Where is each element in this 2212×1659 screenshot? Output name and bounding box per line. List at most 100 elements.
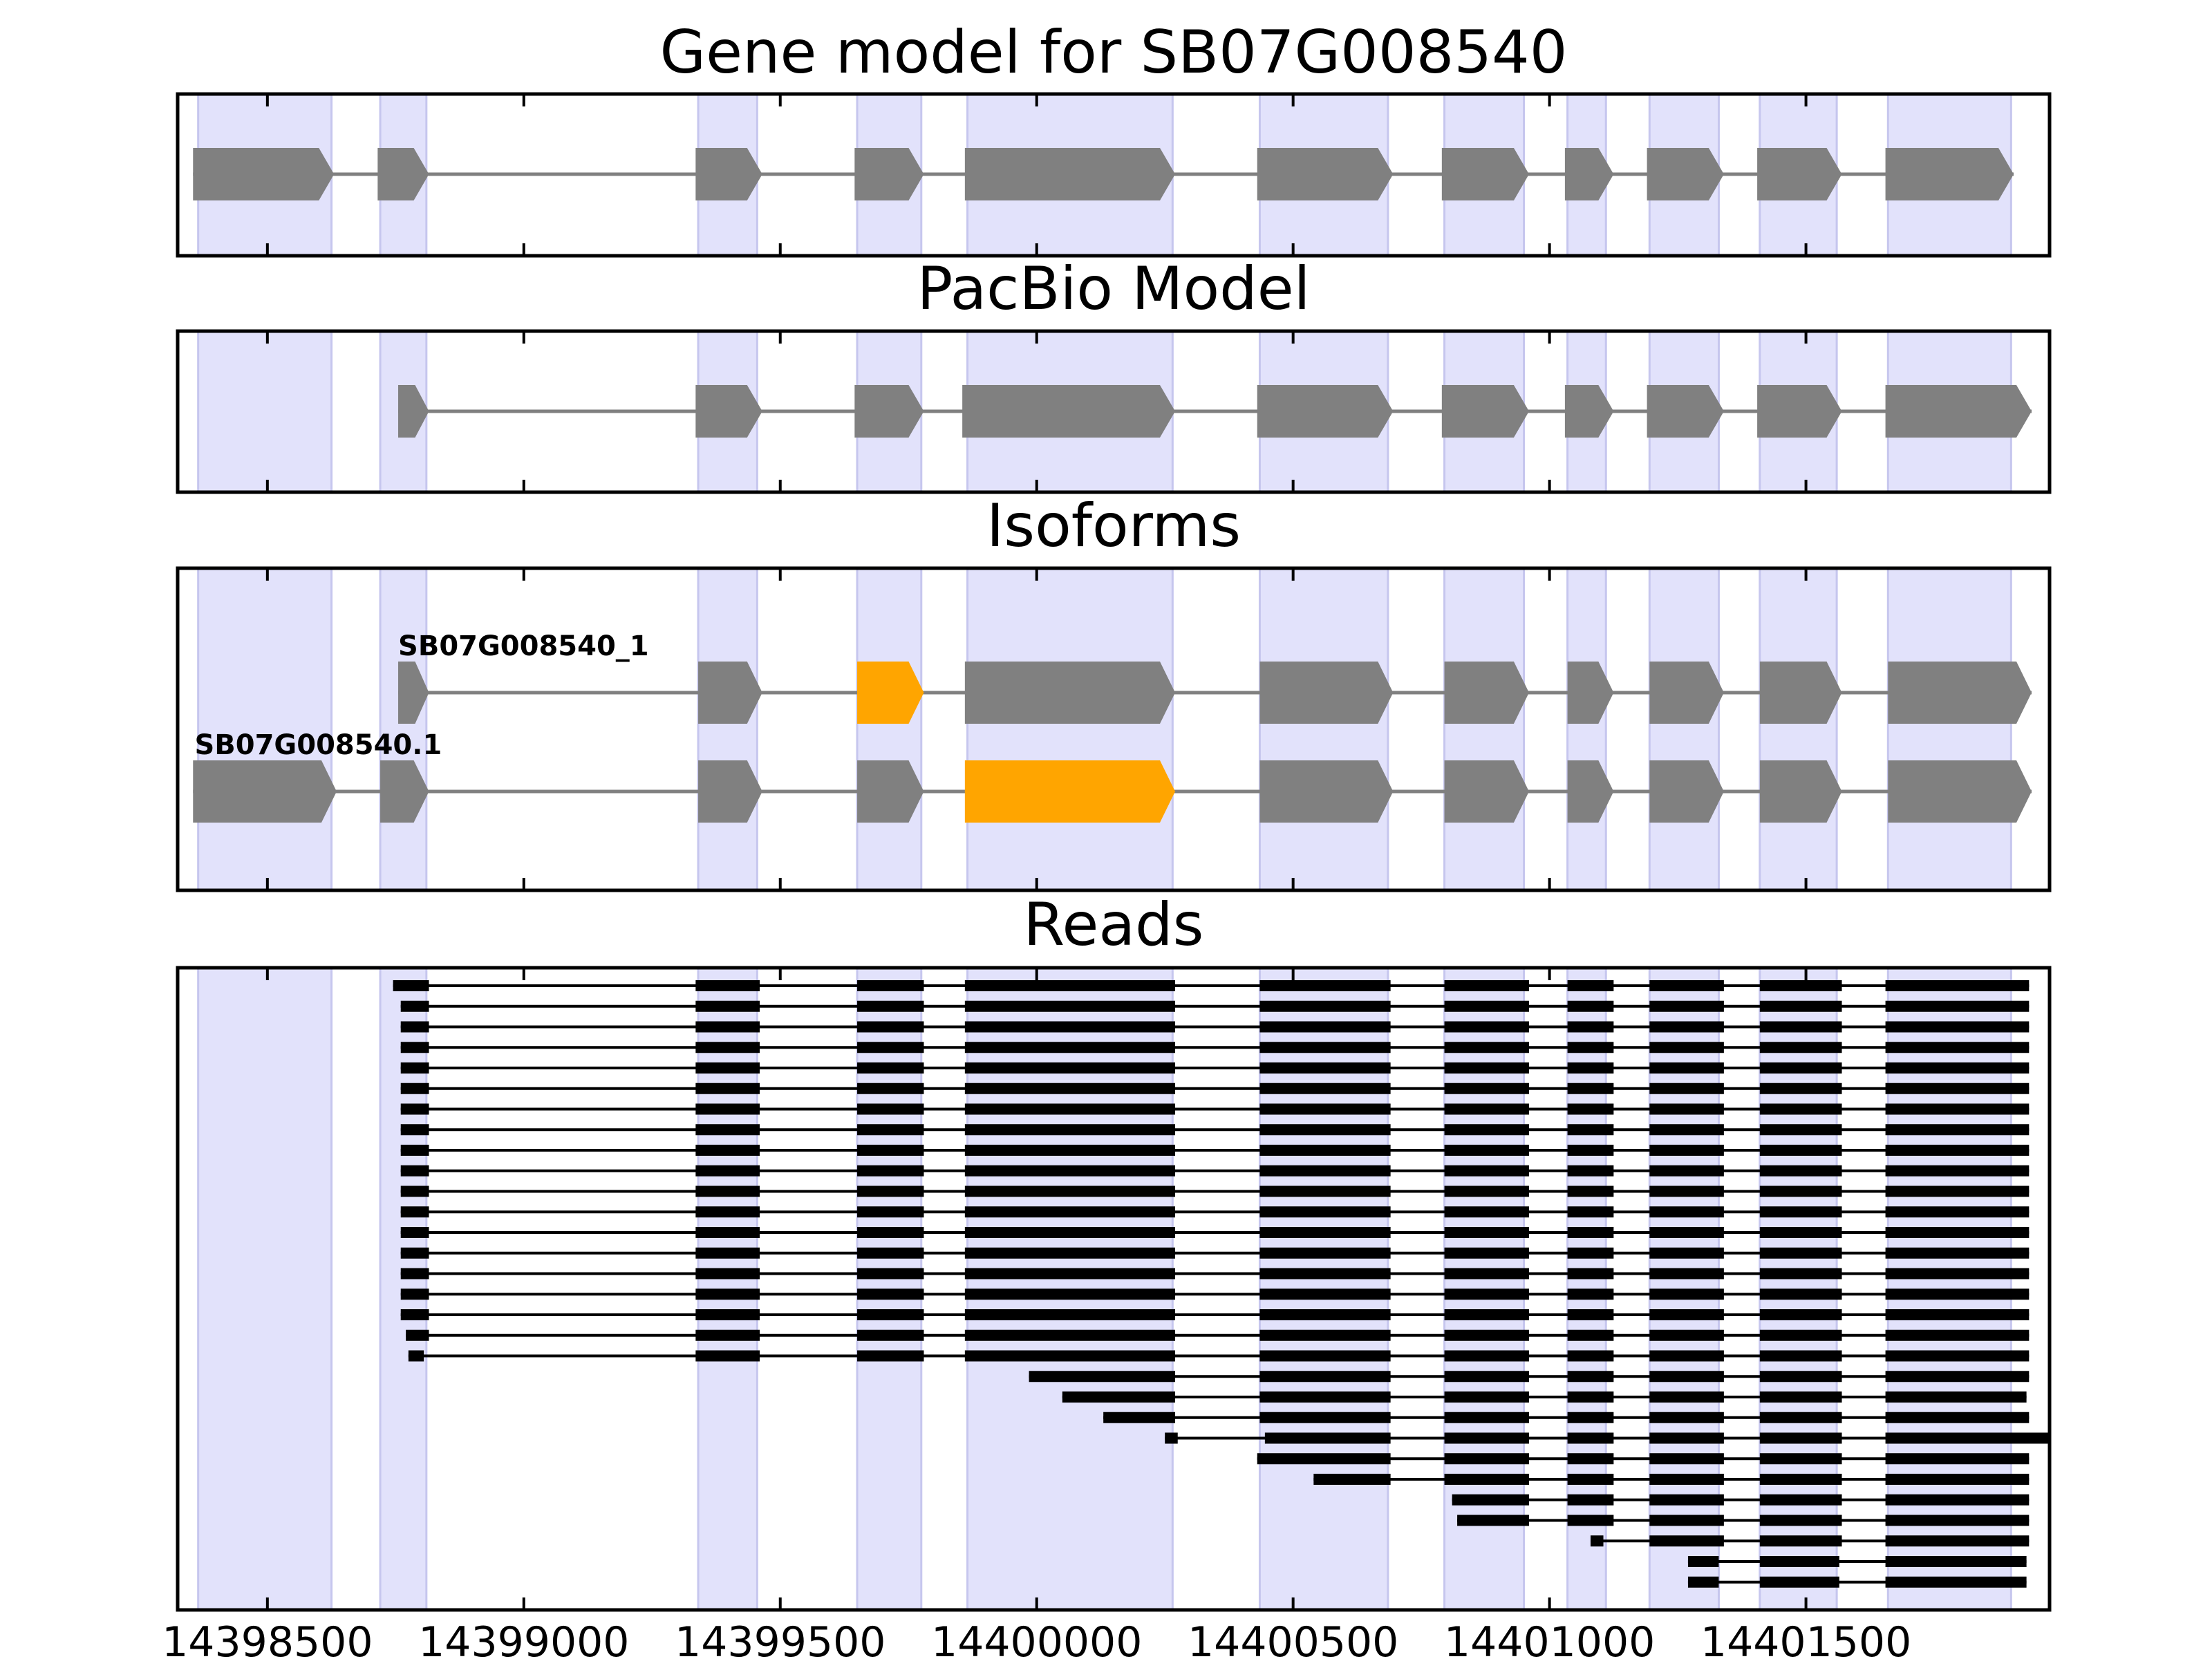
read-exon-block xyxy=(1759,1371,1842,1382)
exon xyxy=(1649,662,1724,724)
read-exon-block xyxy=(1567,1247,1614,1259)
read-exon-block xyxy=(857,1021,924,1033)
x-tick-label: 14401500 xyxy=(1700,1618,1911,1659)
read-exon-block xyxy=(1259,1042,1391,1053)
read-exon-block xyxy=(1444,1329,1529,1341)
x-tick-label: 14400500 xyxy=(1188,1618,1398,1659)
read-exon-block xyxy=(1649,1329,1724,1341)
read-exon-block xyxy=(1885,1288,2030,1300)
read-exon-block xyxy=(857,1185,924,1197)
panel-frame xyxy=(176,329,2052,494)
read-exon-block xyxy=(1444,1412,1529,1423)
read-exon-block xyxy=(695,1329,760,1341)
read-exon-block xyxy=(1649,1371,1724,1382)
read-exon-block xyxy=(1759,1247,1842,1259)
read-exon-block xyxy=(1649,1350,1724,1362)
read-exon-block xyxy=(1759,1227,1842,1238)
read-exon-block xyxy=(1687,1556,1719,1567)
read-exon-block xyxy=(1457,1515,1529,1526)
exon xyxy=(1759,760,1842,823)
read-exon-block xyxy=(695,1350,760,1362)
read-exon-block xyxy=(1885,1185,2030,1197)
read-exon-block xyxy=(857,1145,924,1156)
read-exon-block xyxy=(1444,1268,1529,1280)
exon xyxy=(398,662,429,724)
read-exon-block xyxy=(400,1247,429,1259)
read-exon-block xyxy=(400,1165,429,1177)
read-exon-block xyxy=(1259,1412,1391,1423)
exon xyxy=(1885,385,2032,438)
isoforms-panel: SB07G008540_1 SB07G008540.1 xyxy=(176,566,2052,892)
read-exon-block xyxy=(1259,1391,1391,1403)
read-exon-block xyxy=(1885,1145,2030,1156)
read-exon-block xyxy=(1567,1062,1614,1074)
read-exon-block xyxy=(1759,1350,1842,1362)
read-exon-block xyxy=(1259,1021,1391,1033)
read-exon-block xyxy=(1885,1371,2030,1382)
read-exon-block xyxy=(695,1288,760,1300)
highlighted-exon xyxy=(857,662,924,724)
read-exon-block xyxy=(1649,1103,1724,1115)
read-exon-block xyxy=(1759,1494,1842,1506)
x-tick-label: 14401000 xyxy=(1444,1618,1655,1659)
read-exon-block xyxy=(1759,1453,1842,1465)
read-exon-block xyxy=(1649,1042,1724,1053)
exon xyxy=(1257,148,1394,200)
read-exon-block xyxy=(1444,1145,1529,1156)
read-exon-block xyxy=(964,1206,1176,1218)
read-exon-block xyxy=(695,1082,760,1094)
read-exon-block xyxy=(1444,1124,1529,1136)
read-exon-block xyxy=(1567,1021,1614,1033)
read-exon-block xyxy=(964,1309,1176,1320)
exon xyxy=(698,760,762,823)
read-exon-block xyxy=(857,1000,924,1012)
read-exon-block xyxy=(1885,1042,2030,1053)
read-exon-block xyxy=(1885,1062,2030,1074)
read-exon-block xyxy=(1885,1453,2030,1465)
read-exon-block xyxy=(1452,1494,1529,1506)
read-exon-block xyxy=(1259,1145,1391,1156)
read-exon-block xyxy=(964,1103,1176,1115)
read-exon-block xyxy=(1759,1185,1842,1197)
read-exon-block xyxy=(695,1062,760,1074)
read-exon-block xyxy=(1259,1165,1391,1177)
read-exon-block xyxy=(695,1247,760,1259)
read-exon-block xyxy=(1649,1494,1724,1506)
read-exon-block xyxy=(1885,1474,2030,1485)
read-exon-block xyxy=(1885,1103,2030,1115)
read-exon-block xyxy=(1103,1412,1176,1423)
read-exon-block xyxy=(1444,1206,1529,1218)
reads-title: Reads xyxy=(1024,890,1204,959)
exon xyxy=(698,662,762,724)
panel-frame xyxy=(176,566,2052,892)
read-exon-block xyxy=(964,1021,1176,1033)
exon xyxy=(1441,385,1529,438)
exon xyxy=(1259,760,1394,823)
exon xyxy=(1567,662,1614,724)
read-exon-block xyxy=(1259,980,1391,991)
exon xyxy=(1564,148,1614,200)
read-exon-block xyxy=(695,1042,760,1053)
read-exon-block xyxy=(857,1124,924,1136)
read-exon-block xyxy=(1444,1247,1529,1259)
read-exon-block xyxy=(1567,1227,1614,1238)
read-exon-block xyxy=(1259,1268,1391,1280)
read-exon-block xyxy=(1567,1185,1614,1197)
read-exon-block xyxy=(964,980,1176,991)
read-exon-block xyxy=(964,1000,1176,1012)
read-exon-block xyxy=(1885,1432,2050,1444)
read-exon-block xyxy=(1649,1165,1724,1177)
read-exon-block xyxy=(1567,1206,1614,1218)
read-exon-block xyxy=(393,980,429,991)
read-exon-block xyxy=(1759,1021,1842,1033)
exon xyxy=(1885,148,2014,200)
read-exon-block xyxy=(964,1185,1176,1197)
read-exon-block xyxy=(1759,1535,1842,1547)
read-exon-block xyxy=(1649,1515,1724,1526)
read-exon-block xyxy=(964,1288,1176,1300)
pacbio-model-title: PacBio Model xyxy=(917,254,1310,324)
read-exon-block xyxy=(1567,1432,1614,1444)
read-exon-block xyxy=(1885,1391,2027,1403)
exon xyxy=(1441,148,1529,200)
